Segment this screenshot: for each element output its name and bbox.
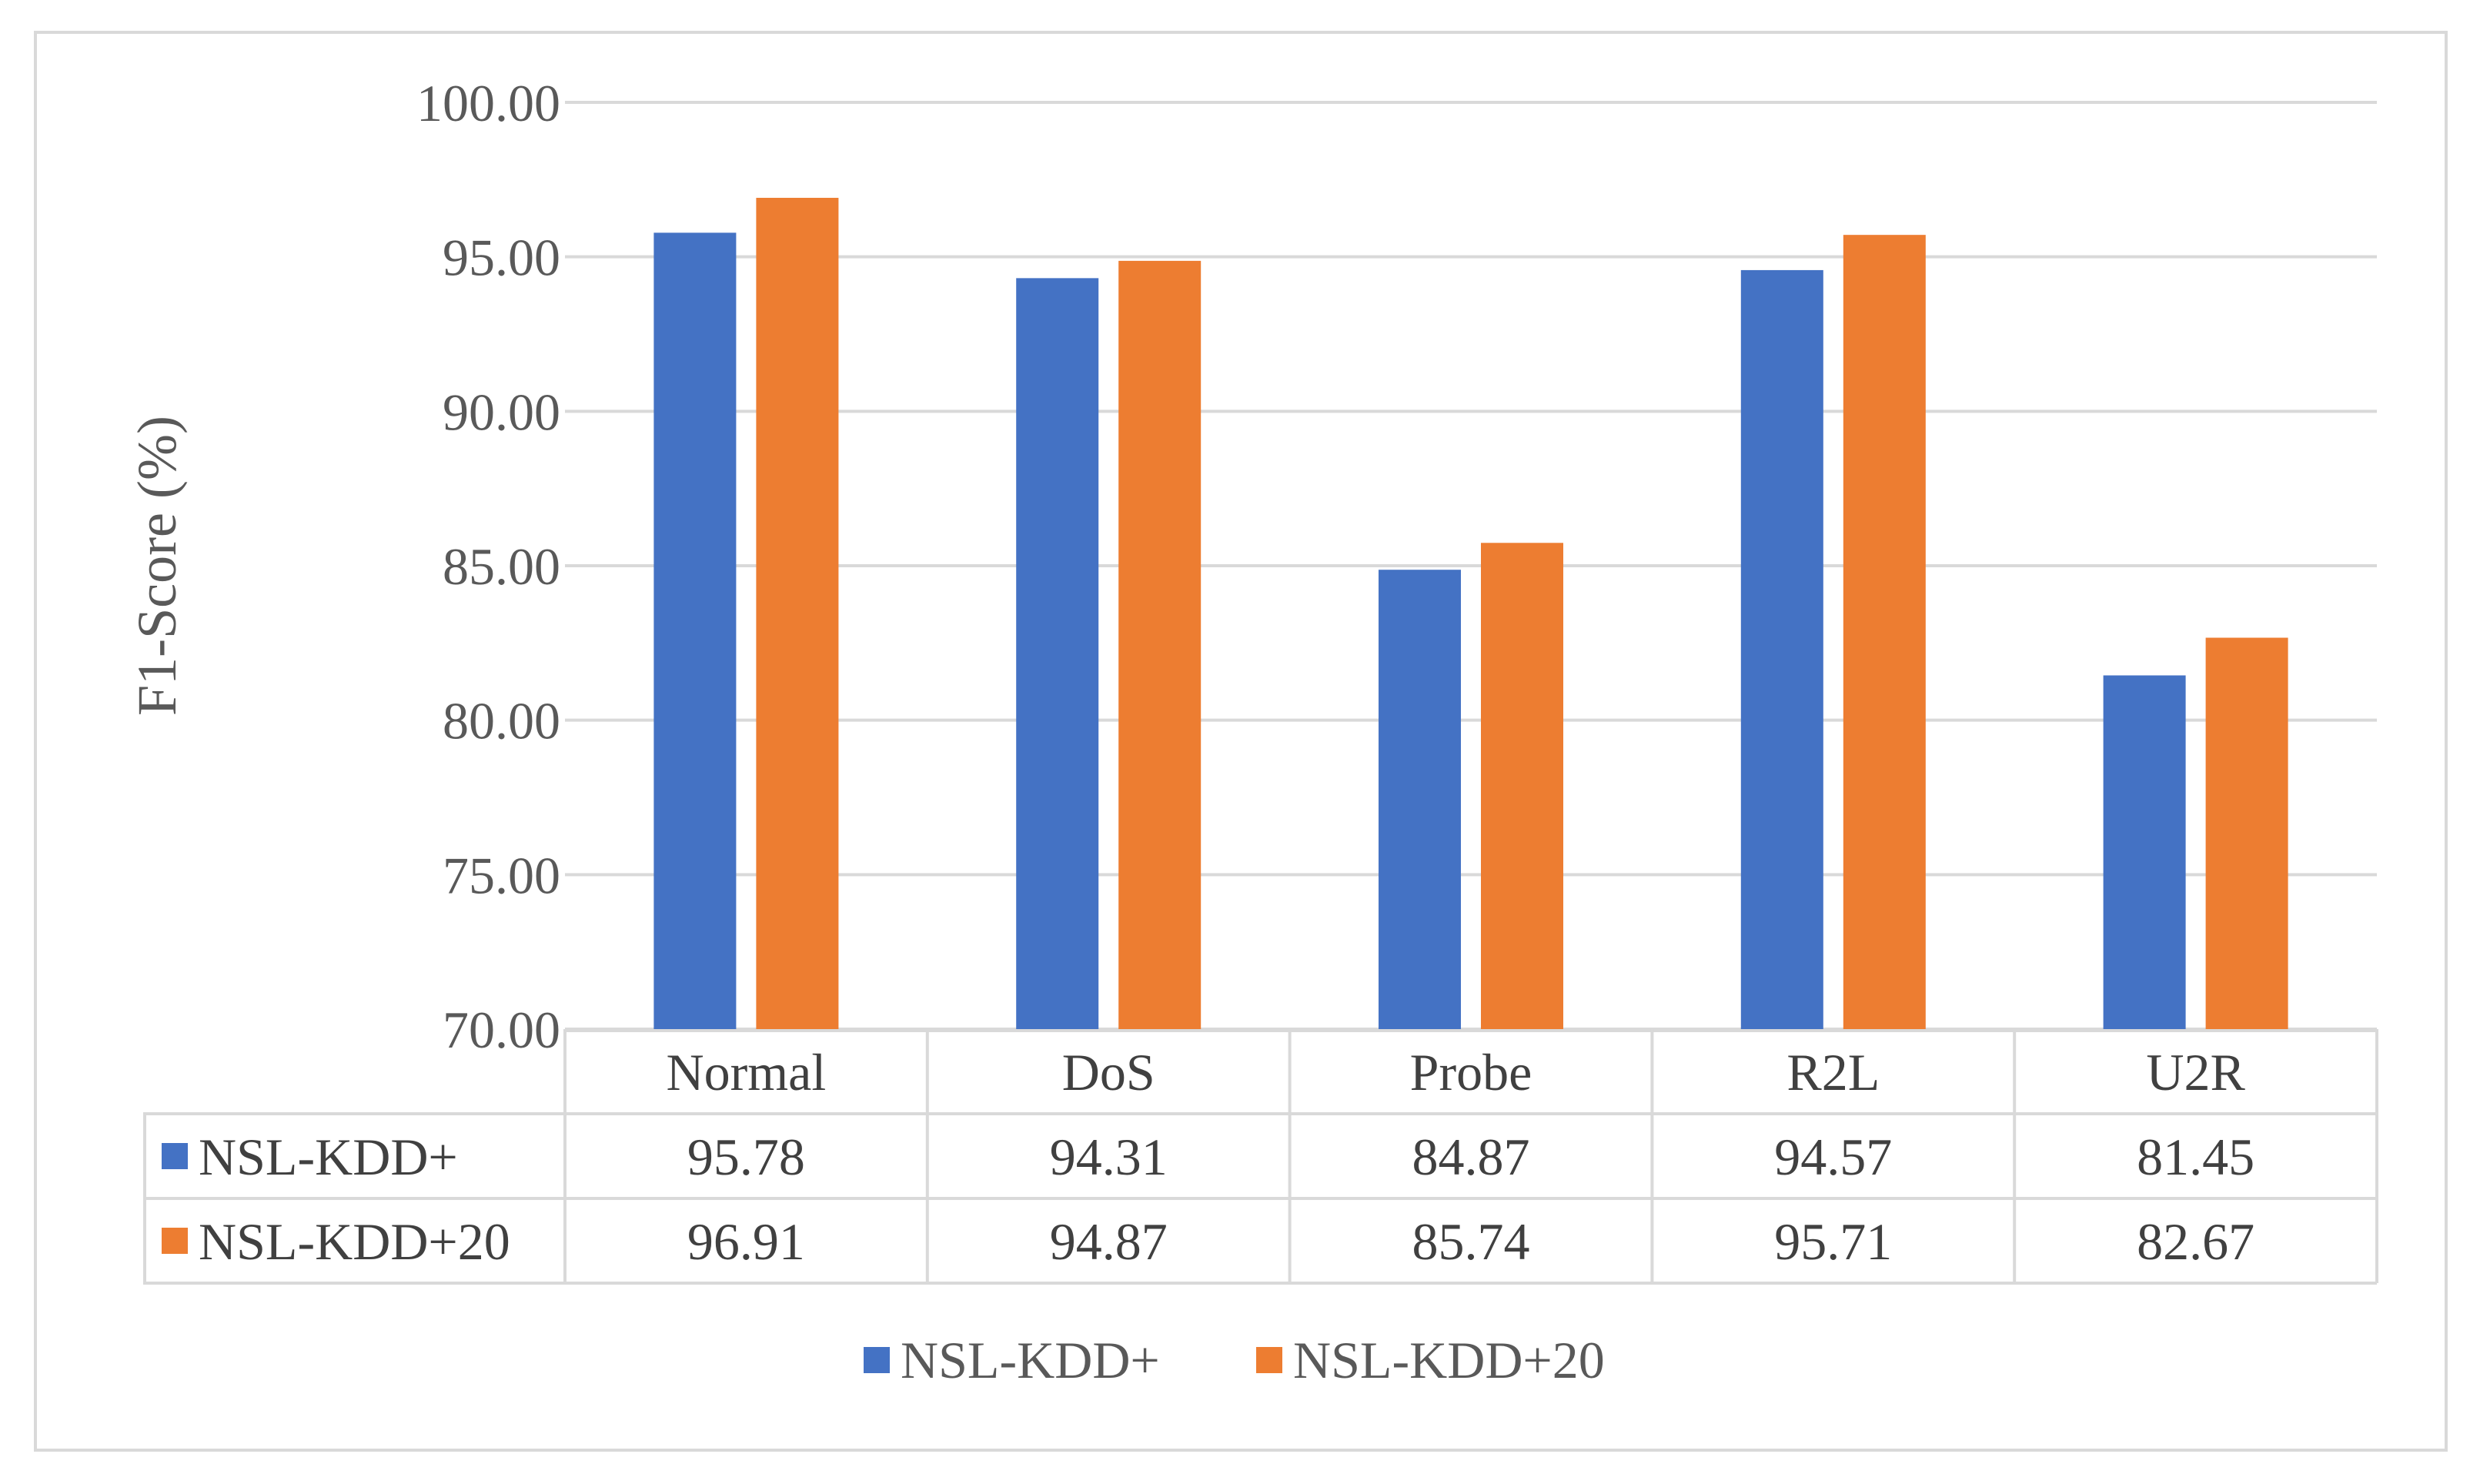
table-series-swatch: [162, 1143, 188, 1169]
category-label: Probe: [1410, 1043, 1532, 1101]
y-tick-label: 70.00: [443, 1001, 560, 1059]
data-value-label: 94.87: [1050, 1212, 1168, 1271]
category-label: U2R: [2146, 1043, 2245, 1101]
y-tick-label: 90.00: [443, 383, 560, 441]
legend-swatch-nsl-kdd-plus20: [1256, 1347, 1282, 1373]
category-label: DoS: [1062, 1043, 1155, 1101]
data-value-label: 95.78: [687, 1128, 805, 1186]
bar-nsl-kdd-plus-r2l: [1740, 269, 1823, 1029]
bar-nsl-kdd-plus20-r2l: [1843, 235, 1926, 1029]
bar-nsl-kdd-plus-probe: [1379, 570, 1461, 1029]
table-series-name: NSL-KDD+20: [199, 1212, 510, 1271]
bar-nsl-kdd-plus20-u2r: [2205, 637, 2288, 1029]
bar-nsl-kdd-plus-dos: [1016, 278, 1099, 1030]
data-value-label: 85.74: [1412, 1212, 1530, 1271]
legend-label-nsl-kdd-plus: NSL-KDD+: [901, 1331, 1160, 1389]
legend-label-nsl-kdd-plus20: NSL-KDD+20: [1293, 1331, 1605, 1389]
y-tick-label: 85.00: [443, 537, 560, 596]
y-axis-label: F1-Score (%): [126, 416, 188, 716]
legend-swatch-nsl-kdd-plus: [864, 1347, 890, 1373]
data-value-label: 81.45: [2137, 1128, 2254, 1186]
data-value-label: 84.87: [1412, 1128, 1530, 1186]
table-series-name: NSL-KDD+: [199, 1128, 458, 1186]
bar-nsl-kdd-plus20-probe: [1481, 543, 1563, 1029]
bar-nsl-kdd-plus-u2r: [2103, 675, 2186, 1029]
y-tick-label: 100.00: [416, 74, 560, 132]
data-value-label: 94.57: [1774, 1128, 1892, 1186]
data-value-label: 94.31: [1050, 1128, 1168, 1186]
bar-nsl-kdd-plus20-dos: [1118, 260, 1202, 1029]
category-label: Normal: [667, 1043, 827, 1101]
data-value-label: 96.91: [687, 1212, 805, 1271]
data-value-label: 82.67: [2137, 1212, 2254, 1271]
chart-frame: [34, 31, 2448, 1452]
bar-nsl-kdd-plus-normal: [653, 232, 737, 1029]
y-tick-label: 75.00: [443, 846, 560, 904]
data-value-label: 95.71: [1774, 1212, 1892, 1271]
bar-nsl-kdd-plus20-normal: [756, 198, 839, 1030]
category-label: R2L: [1786, 1043, 1880, 1101]
table-series-swatch: [162, 1228, 188, 1254]
y-tick-label: 80.00: [443, 692, 560, 750]
y-tick-label: 95.00: [443, 229, 560, 287]
